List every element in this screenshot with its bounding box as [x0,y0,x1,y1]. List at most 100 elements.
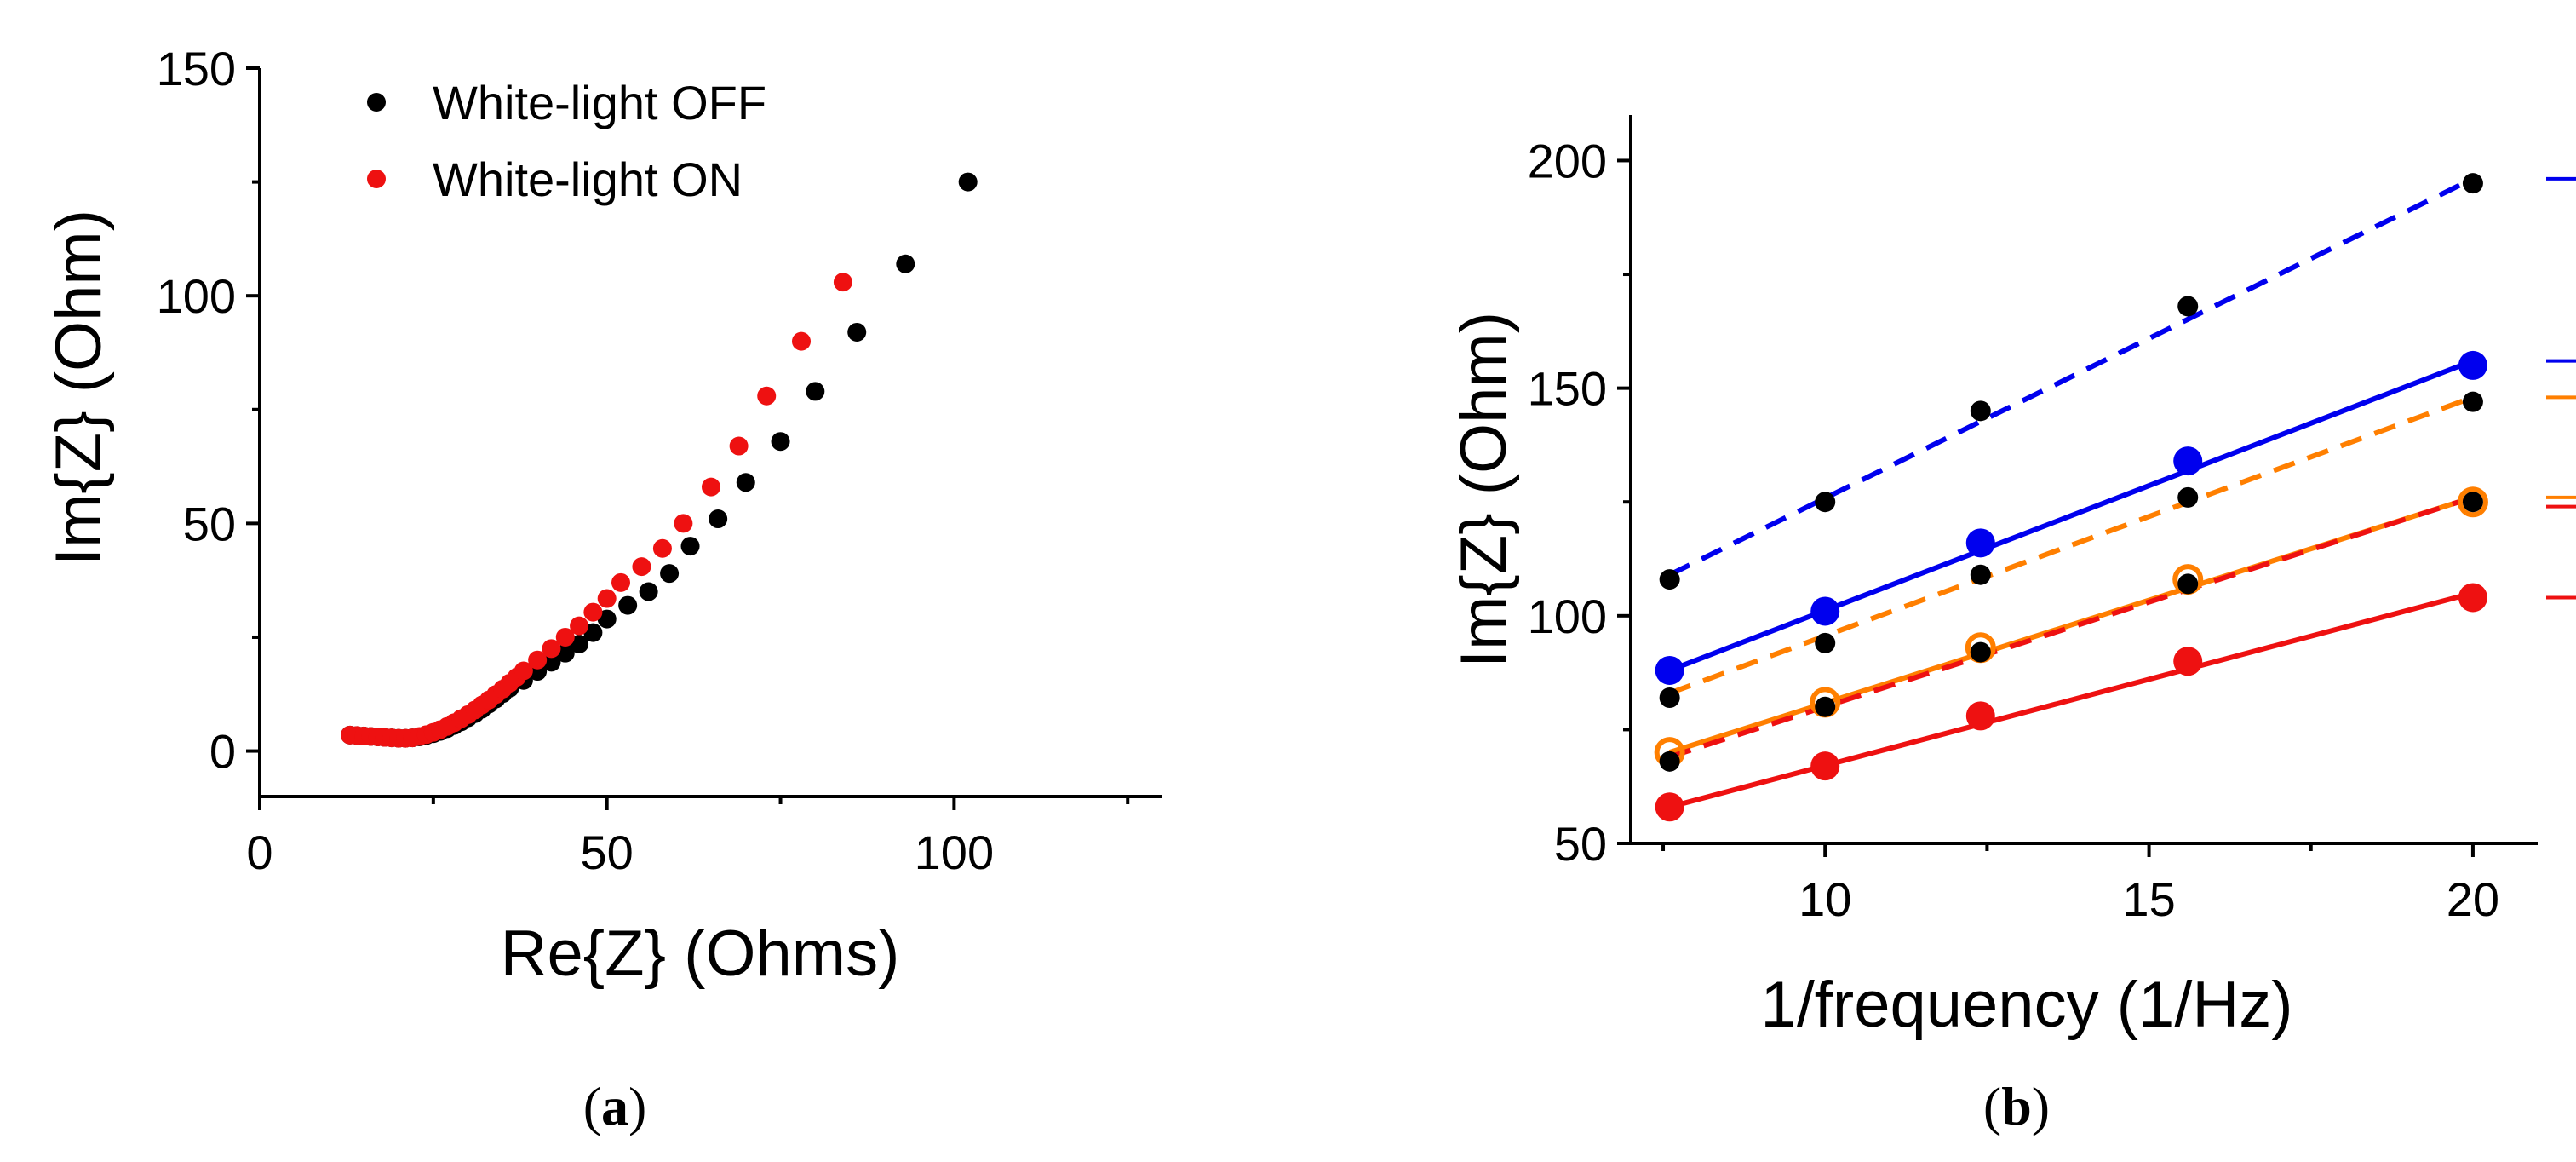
orange-solid-line [1668,495,2474,755]
orange-bracket [2546,395,2576,499]
blue-dashed-line [1668,176,2475,578]
point-on [729,436,749,456]
y-tick-label: 0 [209,725,236,779]
y-tick-label: 150 [157,42,236,95]
panel-b-y-axis-title: Im{Z} (Ohm) [1448,312,1520,668]
x-tick-label: 10 [1799,872,1851,926]
panel-b-chart: 10 15 20 50 100 150 200 1/frequency (1/Hz) Im… [1448,115,2576,1136]
point-off [583,623,603,642]
panel-a-x-axis-title: Re{Z} (Ohms) [501,918,900,990]
x-tick-label: 100 [915,825,994,879]
black-upper-dark--point [2177,296,2199,317]
y-tick-label: 100 [157,269,236,323]
panel-b-fit-lines [1668,176,2475,810]
x-tick-label: 50 [581,825,634,879]
red-bracket [2546,504,2576,600]
y-tick-label: 100 [1528,590,1607,643]
black-upper-dark--point [1815,492,1836,513]
black-lower-dark--point [2177,573,2199,595]
panel-b-x-ticks: 10 15 20 [1661,843,2499,926]
panel-a-label: (a) [583,1076,647,1136]
legend-marker-off [367,93,386,112]
red-fit-point [2458,583,2487,613]
red-fit-point [1810,751,1840,781]
panel-a-y-axis-title: Im{Z} (Ohm) [43,210,115,566]
panel-a-legend: White-light OFF White-light ON [367,76,766,206]
red-fit-point [2173,647,2203,676]
black-upper-dark--point [2462,173,2483,194]
point-on [833,273,852,292]
point-on [757,386,777,406]
point-on [597,589,617,608]
point-off [896,254,915,273]
point-off [570,634,589,653]
panel-b-y-ticks: 50 100 150 200 [1528,134,1631,871]
blue-bracket [2546,176,2576,363]
blue-fit-point [1655,655,1684,685]
panel-a-points [341,172,978,748]
black-middle-dark--point [1659,687,1680,708]
black-lower-dark--point [2462,492,2483,513]
point-off [958,172,978,192]
black-upper-dark--point [1970,400,1991,422]
point-off [618,595,638,615]
orange-fit-point [2457,486,2488,518]
y-tick-label: 50 [1554,817,1607,871]
y-tick-label: 150 [1528,362,1607,416]
panel-b-points [1654,173,2488,822]
black-lower-dark--point [1659,751,1680,772]
point-on [652,538,672,558]
point-off [680,537,700,556]
point-off [660,564,680,584]
point-on [583,602,603,622]
x-tick-label: 15 [2122,872,2175,926]
legend-marker-on [367,170,386,188]
blue-fit-point [1965,528,1995,558]
point-off [847,322,867,342]
point-on [513,661,533,681]
legend-label-on: White-light ON [433,152,743,206]
panel-b-label: (b) [1983,1076,2050,1136]
panel-b-x-axis-title: 1/frequency (1/Hz) [1760,969,2292,1041]
y-tick-label: 200 [1528,134,1607,187]
point-on [674,514,693,533]
point-off [542,653,561,672]
point-off [709,509,728,529]
legend-label-off: White-light OFF [433,76,766,129]
black-middle-dark--point [1815,632,1836,653]
point-on [528,650,548,670]
point-on [542,639,561,659]
black-lower-dark--point [1970,641,1991,663]
blue-fit-point [2173,446,2203,476]
x-tick-label: 20 [2447,872,2499,926]
point-off [639,582,658,601]
blue-fit-point [1810,596,1840,626]
point-off [597,609,617,629]
point-on [611,572,630,592]
red-fit-point [1965,701,1995,731]
point-off [736,473,755,492]
point-on [555,627,575,647]
black-middle-dark--point [2177,486,2199,508]
point-on [632,557,651,577]
y-tick-label: 50 [183,497,236,550]
point-on [702,477,720,497]
blue-solid-line [1668,358,2475,673]
black-middle-dark--point [2462,391,2483,412]
blue-fit-point [2458,350,2487,380]
point-off [771,432,790,452]
black-lower-dark--point [1815,696,1836,717]
red-solid-line [1668,590,2474,810]
panel-b-brackets [2546,176,2576,600]
black-upper-dark--point [1659,569,1680,590]
point-on [570,616,589,636]
panel-a-chart: 0 50 100 0 50 100 150 Re{Z} (Ohms) Im{Z} (Ohm… [43,42,1162,1136]
point-off [806,382,825,401]
black-middle-dark--point [1970,564,1991,585]
x-tick-label: 0 [246,825,273,879]
panel-a-y-ticks: 0 50 100 150 [157,42,260,779]
point-on [792,331,811,351]
panel-b-axes [1629,115,2538,845]
panel-a-x-ticks: 0 50 100 [246,797,1130,879]
